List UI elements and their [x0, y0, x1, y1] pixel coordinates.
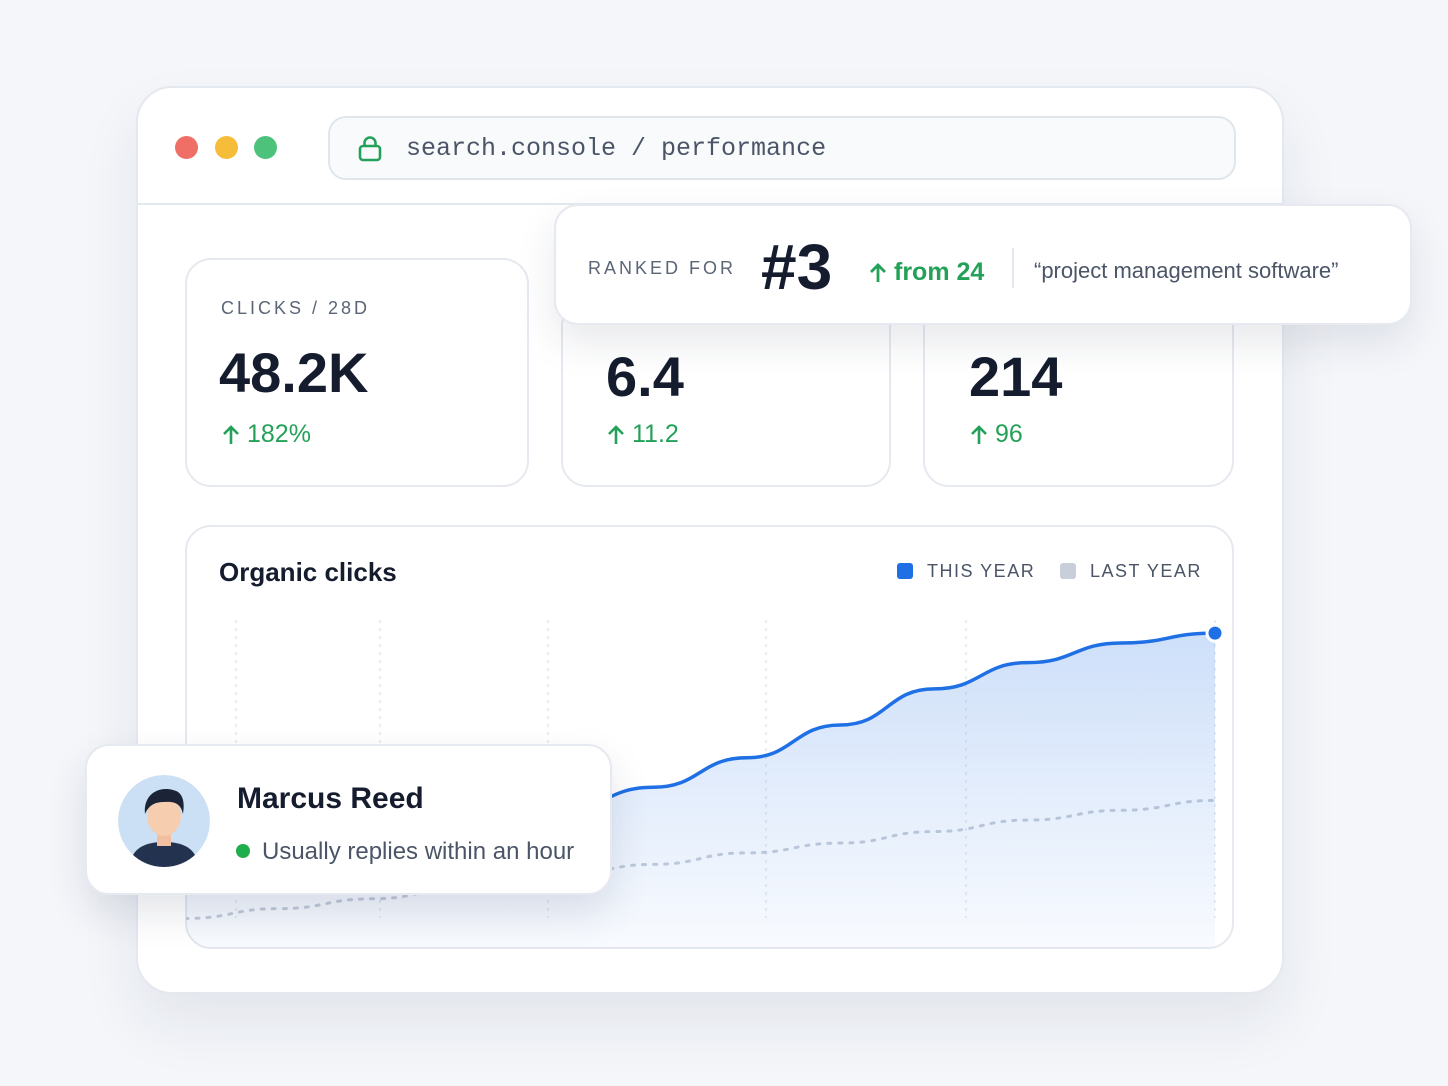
status-dot: [236, 844, 250, 858]
maximize-button[interactable]: [254, 136, 277, 159]
metric-card: 6.4 11.2: [561, 300, 891, 487]
ranking-card: RANKED FOR #3 from 24 “project managemen…: [554, 204, 1412, 325]
chart-title: Organic clicks: [219, 557, 397, 587]
contact-card[interactable]: Marcus Reed Usually replies within an ho…: [85, 744, 612, 895]
metric-change: 96: [969, 420, 1023, 449]
change-value: 96: [995, 420, 1023, 448]
metric-card: CLICKS / 28D 48.2K 182%: [185, 258, 529, 487]
avatar: [118, 775, 210, 867]
rank-change: from 24: [868, 258, 984, 287]
legend-label: LAST YEAR: [1090, 561, 1202, 581]
ranking-label: RANKED FOR: [588, 258, 737, 278]
close-button[interactable]: [175, 136, 198, 159]
metric-change: 182%: [221, 420, 311, 449]
rank: #3: [761, 231, 833, 303]
contact-name: Marcus Reed: [237, 782, 424, 815]
address-bar[interactable]: search.console / performance: [328, 116, 1236, 180]
change-value: 11.2: [632, 420, 679, 448]
metric-label: CLICKS / 28D: [221, 298, 371, 318]
metric-value: 48.2K: [219, 341, 369, 404]
metric-change: 11.2: [606, 420, 679, 449]
up-arrow: [870, 262, 886, 282]
change-value: 182%: [247, 420, 311, 448]
metric-value: 214: [969, 345, 1063, 408]
minimize-button[interactable]: [215, 136, 238, 159]
contact-status: Usually replies within an hour: [262, 838, 575, 865]
metric-card: 214 96: [923, 300, 1234, 487]
legend-label: THIS YEAR: [927, 561, 1035, 581]
metric-value: 6.4: [606, 345, 684, 408]
change-value: from 24: [894, 258, 985, 286]
legend-swatch: [897, 563, 913, 579]
lock-icon: [358, 136, 382, 162]
query: “project management software”: [1034, 258, 1339, 283]
url: search.console / performance: [406, 134, 827, 163]
up-arrow: [223, 424, 239, 444]
up-arrow: [971, 424, 987, 444]
divider: [1012, 248, 1014, 288]
legend: THIS YEAR LAST YEAR: [897, 561, 1202, 581]
up-arrow: [608, 424, 624, 444]
legend-swatch: [1060, 563, 1076, 579]
point: [1205, 623, 1225, 643]
